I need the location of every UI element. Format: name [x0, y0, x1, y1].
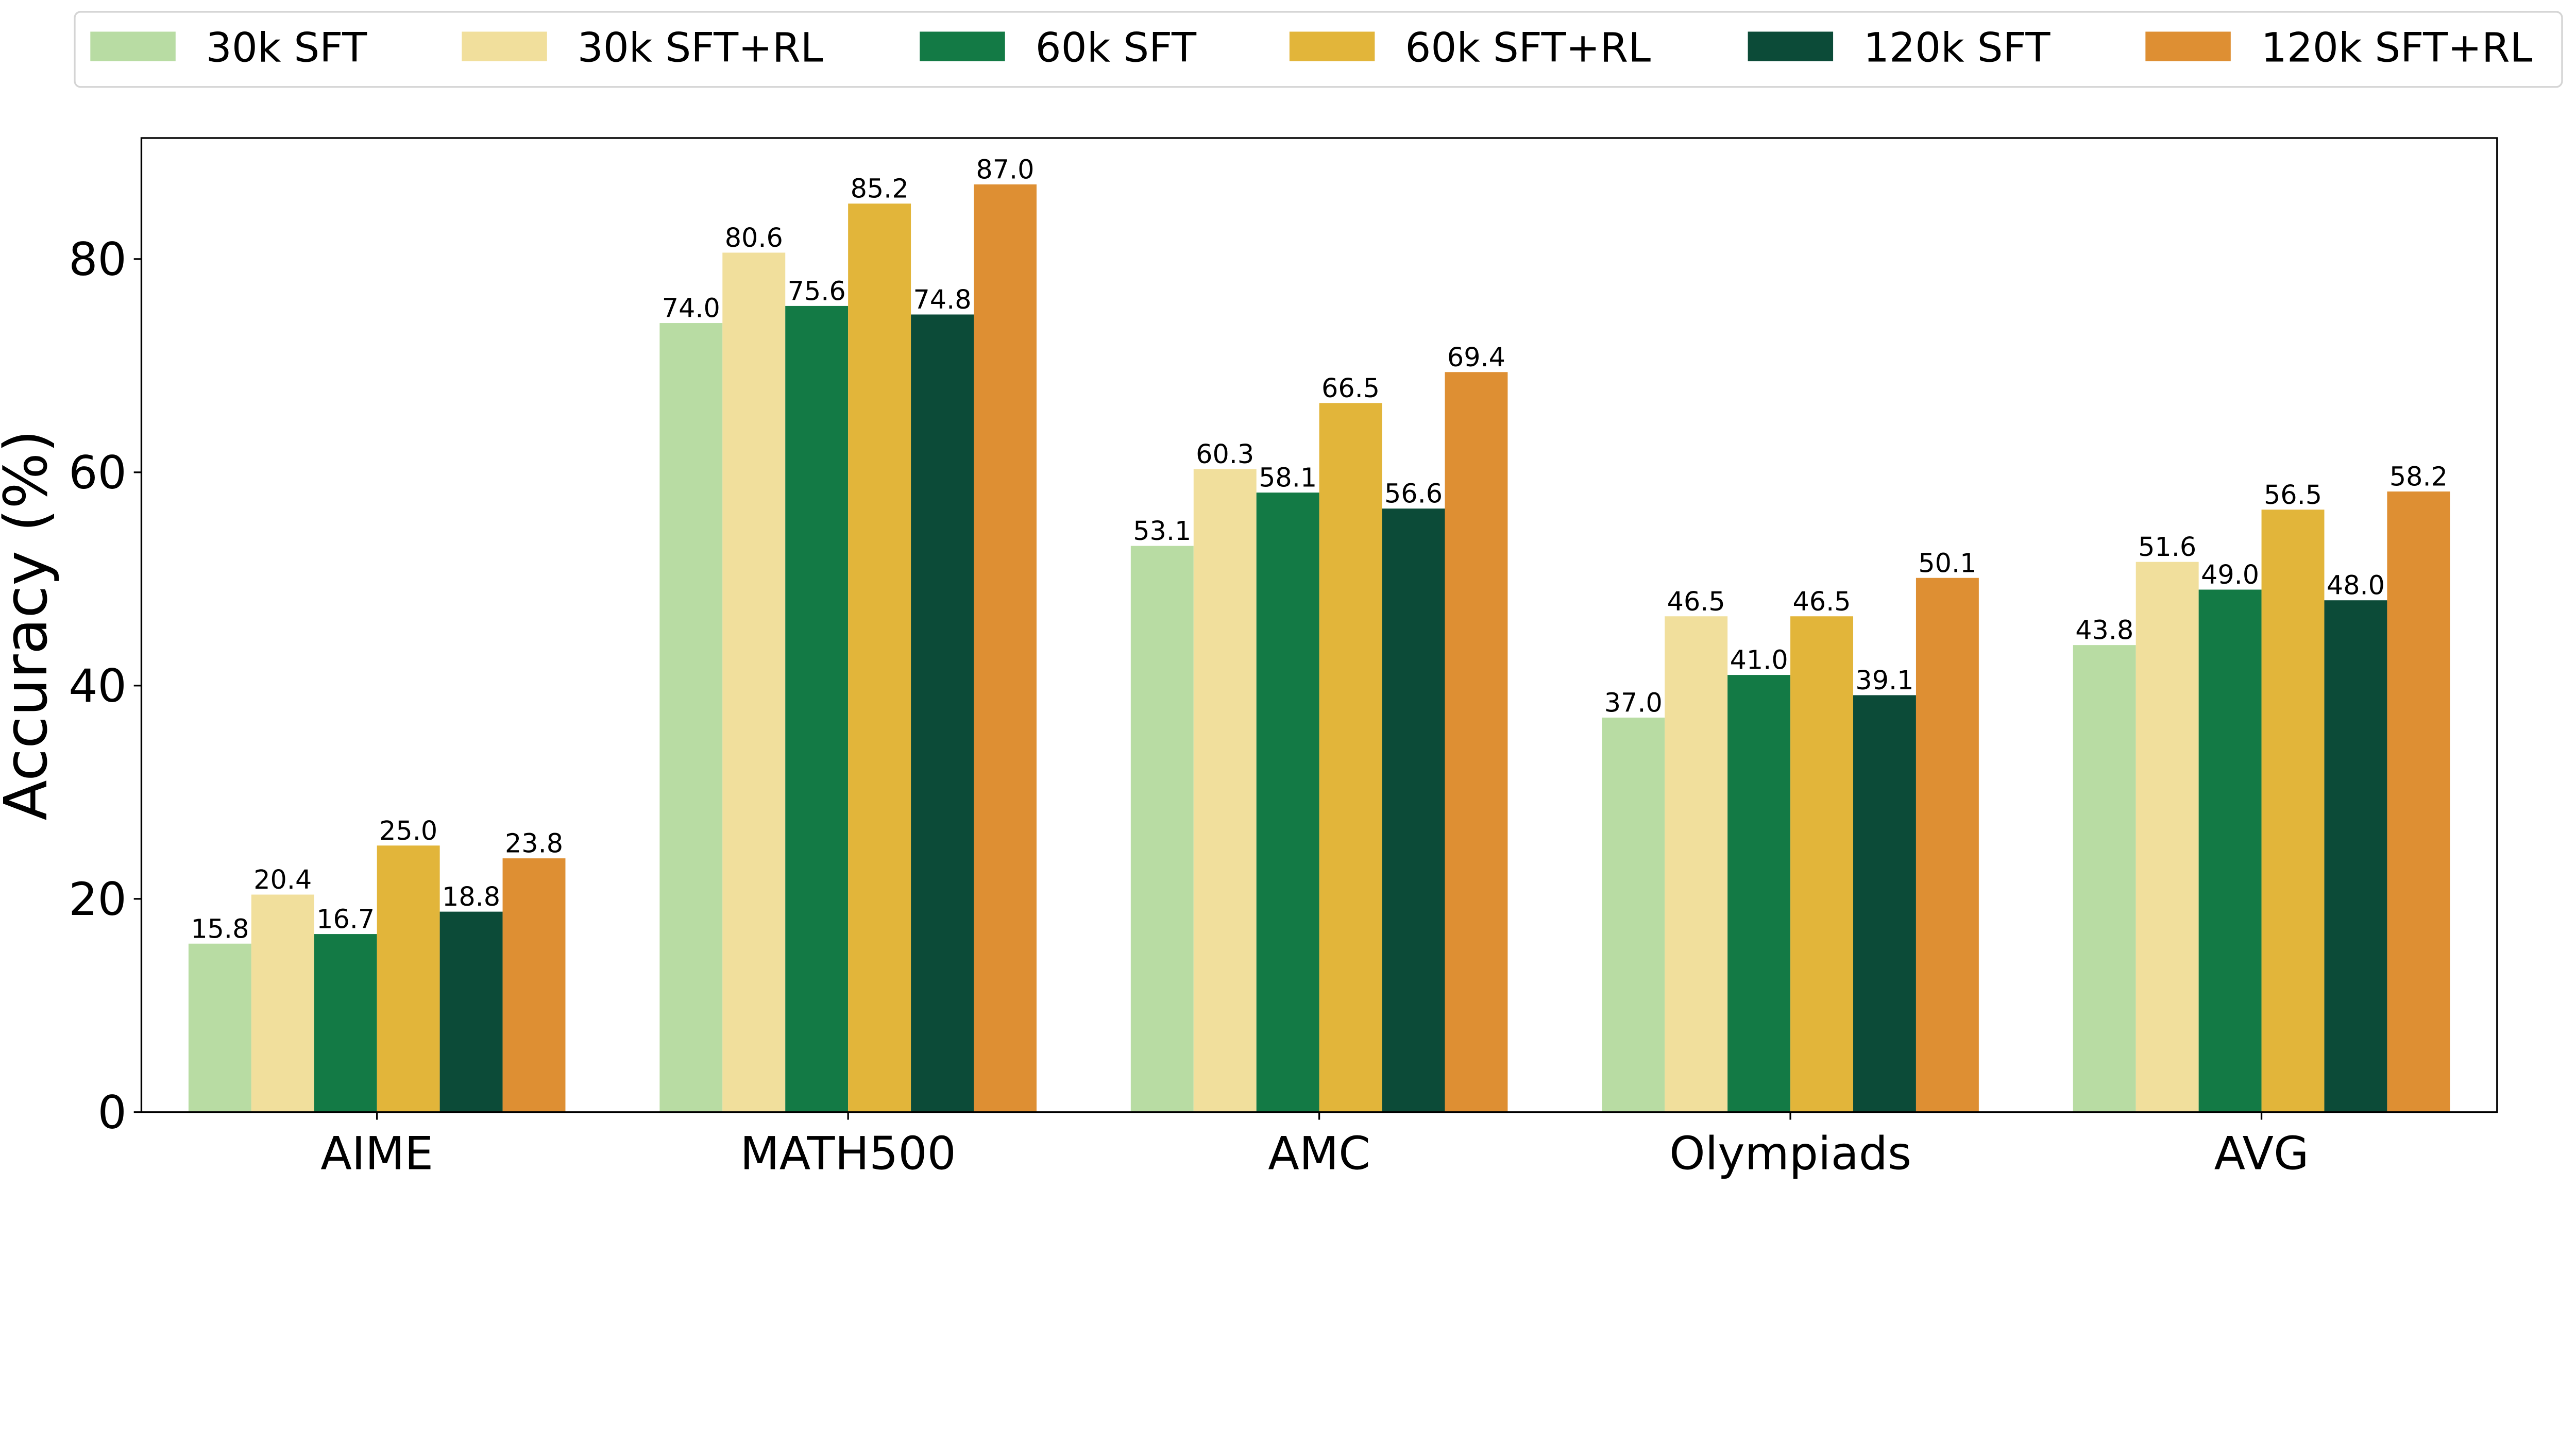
legend-swatch	[462, 31, 547, 61]
data-label: 16.7	[316, 904, 375, 935]
bar	[251, 894, 314, 1112]
legend-label: 60k SFT+RL	[1405, 24, 1651, 72]
bar	[2136, 562, 2199, 1112]
bar	[1727, 675, 1791, 1112]
bar	[722, 252, 786, 1112]
bar	[2324, 600, 2387, 1112]
bar	[188, 943, 251, 1112]
legend-swatch	[1748, 31, 1834, 61]
bar	[1853, 695, 1916, 1112]
data-label: 37.0	[1604, 687, 1663, 718]
bar	[439, 911, 503, 1112]
bar	[911, 314, 974, 1112]
data-label: 80.6	[725, 223, 783, 253]
data-labels: 15.8 74.0 53.1 37.0 43.8 20.4 80.6 60.3 46.5 51.6…	[191, 154, 2448, 944]
data-label: 75.6	[788, 276, 846, 306]
data-label: 74.8	[913, 284, 972, 315]
data-label: 66.5	[1321, 373, 1380, 403]
data-label: 15.8	[191, 913, 249, 944]
bar	[1445, 372, 1508, 1112]
data-label: 49.0	[2201, 559, 2259, 590]
y-tick-label: 0	[97, 1086, 126, 1139]
data-label: 18.8	[442, 881, 500, 912]
bar	[785, 305, 849, 1112]
y-tick-label: 20	[69, 873, 127, 926]
legend-swatch	[920, 31, 1005, 61]
bar	[1130, 546, 1194, 1112]
legend-item: 30k SFT	[90, 24, 367, 72]
data-label: 48.0	[2327, 570, 2385, 601]
bar	[848, 203, 911, 1112]
legend-label: 30k SFT+RL	[578, 24, 823, 72]
bar	[974, 184, 1037, 1112]
bar	[2198, 589, 2262, 1112]
bar	[1256, 493, 1319, 1112]
bar	[2261, 510, 2325, 1112]
legend-item: 60k SFT	[920, 24, 1197, 72]
legend-item: 120k SFT	[1748, 24, 2050, 72]
data-label: 20.4	[253, 864, 312, 895]
bar	[1602, 717, 1665, 1112]
legend-label: 60k SFT	[1036, 24, 1197, 72]
axes: AIME MATH500 AMC Olympiads AVG 0 20 40 60 80	[69, 137, 2498, 1180]
data-label: 58.1	[1259, 463, 1317, 493]
data-label: 46.5	[1667, 586, 1725, 617]
data-label: 53.1	[1133, 516, 1191, 546]
data-label: 60.3	[1196, 439, 1254, 469]
legend-swatch	[2145, 31, 2231, 61]
legend-item: 120k SFT+RL	[2145, 24, 2533, 72]
data-label: 39.1	[1855, 665, 1913, 695]
y-tick-label: 80	[69, 233, 127, 286]
bar	[1382, 508, 1445, 1112]
bar	[1193, 469, 1257, 1112]
legend-label: 30k SFT	[206, 24, 367, 72]
bar	[659, 323, 723, 1112]
data-label: 87.0	[976, 154, 1034, 184]
bar	[2073, 645, 2136, 1112]
legend: 30k SFT 30k SFT+RL 60k SFT 60k SFT+RL 120k S…	[74, 11, 2563, 88]
bar	[1790, 616, 1854, 1112]
data-label: 41.0	[1730, 645, 1788, 675]
x-tick-label: AIME	[320, 1127, 433, 1180]
data-label: 58.2	[2389, 462, 2448, 492]
data-label: 46.5	[1793, 586, 1851, 617]
x-tick-label: MATH500	[740, 1127, 956, 1180]
bar-chart: 30k SFT 30k SFT+RL 60k SFT 60k SFT+RL 120k S…	[0, 11, 2563, 1180]
bar	[1319, 403, 1382, 1112]
y-tick-label: 60	[69, 446, 127, 499]
bars	[188, 184, 2450, 1112]
y-tick-label: 40	[69, 659, 127, 712]
data-label: 85.2	[851, 174, 909, 204]
x-tick-label: AVG	[2214, 1127, 2309, 1180]
legend-item: 60k SFT+RL	[1289, 24, 1651, 72]
legend-swatch	[1289, 31, 1375, 61]
legend-swatch	[90, 31, 176, 61]
data-label: 23.8	[505, 828, 563, 859]
bar	[314, 934, 377, 1112]
bar	[502, 858, 566, 1112]
data-label: 69.4	[1447, 342, 1505, 372]
legend-label: 120k SFT+RL	[2261, 24, 2533, 72]
data-label: 74.0	[662, 293, 720, 324]
bar	[377, 845, 440, 1112]
legend-label: 120k SFT	[1863, 24, 2050, 72]
data-label: 56.6	[1384, 479, 1443, 509]
x-tick-label: Olympiads	[1669, 1127, 1911, 1180]
data-label: 25.0	[379, 816, 437, 846]
bar	[1916, 578, 1979, 1112]
bar	[1665, 616, 1728, 1112]
bar	[2387, 491, 2450, 1112]
y-axis-label: Accuracy (%)	[0, 430, 61, 821]
legend-item: 30k SFT+RL	[462, 24, 823, 72]
data-label: 56.5	[2264, 480, 2322, 510]
data-label: 51.6	[2138, 532, 2196, 562]
data-label: 50.1	[1918, 548, 1976, 578]
data-label: 43.8	[2075, 615, 2133, 646]
x-tick-label: AMC	[1268, 1127, 1370, 1180]
